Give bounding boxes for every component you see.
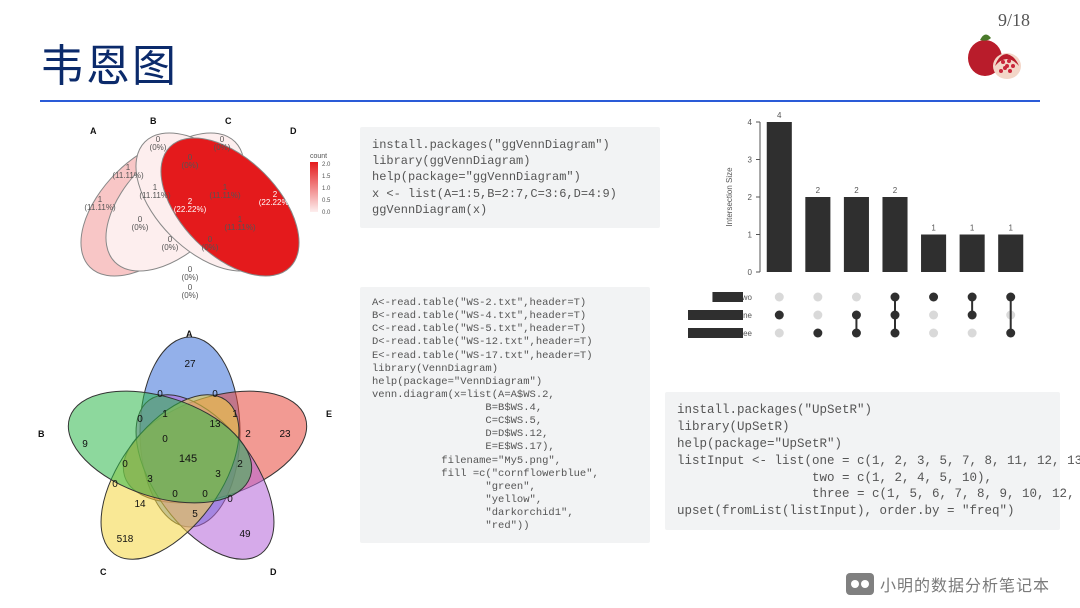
svg-text:(0%): (0%) (202, 243, 219, 252)
svg-text:(0%): (0%) (182, 273, 199, 282)
svg-text:(11.11%): (11.11%) (84, 203, 116, 212)
svg-text:1: 1 (232, 409, 238, 420)
wechat-icon (846, 573, 874, 595)
svg-text:E: E (326, 409, 332, 419)
svg-text:(22.22%): (22.22%) (259, 198, 292, 207)
svg-text:(0%): (0%) (162, 243, 179, 252)
svg-text:3: 3 (215, 469, 221, 480)
slide: 9/18 韦恩图 A B (0, 0, 1080, 608)
svg-text:0: 0 (122, 459, 128, 470)
svg-text:0: 0 (112, 479, 118, 490)
svg-text:(0%): (0%) (214, 143, 231, 152)
svg-text:A: A (186, 329, 193, 339)
svg-text:145: 145 (179, 453, 197, 465)
svg-text:4: 4 (748, 118, 753, 127)
code-venndiagram-text: A<-read.table("WS-2.txt",header=T) B<-re… (372, 297, 599, 532)
svg-text:2: 2 (748, 193, 753, 202)
svg-text:A: A (90, 126, 97, 136)
svg-text:14: 14 (134, 499, 146, 510)
svg-text:0: 0 (227, 494, 233, 505)
svg-text:(11.11%): (11.11%) (112, 171, 144, 180)
page-title: 韦恩图 (40, 30, 1040, 94)
svg-text:Intersection Size: Intersection Size (725, 167, 734, 227)
upset-chart: 01234Intersection Size4222111twoonethree (680, 112, 1040, 372)
code-venndiagram: A<-read.table("WS-2.txt",header=T) B<-re… (360, 287, 650, 543)
svg-text:(0%): (0%) (132, 223, 149, 232)
content-area: A B C D 0 (0%) 0 (0%) 0 (0%) 1 (11.11%) 1 (11… (40, 112, 1040, 592)
svg-text:1: 1 (970, 224, 975, 233)
svg-text:2: 2 (893, 186, 898, 195)
svg-text:(0%): (0%) (150, 143, 167, 152)
svg-text:(11.11%): (11.11%) (139, 191, 171, 200)
svg-text:0: 0 (202, 489, 208, 500)
svg-text:C: C (100, 567, 107, 577)
svg-text:2: 2 (237, 459, 243, 470)
svg-text:(0%): (0%) (182, 291, 199, 300)
svg-text:0.5: 0.5 (322, 198, 331, 204)
svg-text:2: 2 (854, 186, 859, 195)
svg-text:count: count (310, 153, 327, 160)
code-upsetr: install.packages("UpSetR") library(UpSet… (665, 392, 1060, 530)
svg-text:0: 0 (137, 414, 143, 425)
svg-text:(11.11%): (11.11%) (224, 223, 256, 232)
svg-text:0: 0 (212, 389, 218, 400)
svg-text:2: 2 (816, 186, 821, 195)
svg-text:0: 0 (157, 389, 163, 400)
svg-text:(11.11%): (11.11%) (209, 191, 241, 200)
svg-text:518: 518 (117, 534, 134, 545)
svg-text:27: 27 (184, 359, 196, 370)
svg-text:C: C (225, 116, 232, 126)
svg-text:(0%): (0%) (182, 161, 199, 170)
svg-text:3: 3 (147, 474, 153, 485)
svg-text:1: 1 (748, 231, 753, 240)
svg-text:1.0: 1.0 (322, 186, 331, 192)
svg-text:1: 1 (931, 224, 936, 233)
svg-text:9: 9 (82, 439, 88, 450)
venn4-chart: A B C D 0(0%) 0(0%) 0(0%) 1(11.11%) 1(11… (40, 112, 340, 302)
svg-text:D: D (290, 126, 297, 136)
svg-text:B: B (150, 116, 157, 126)
svg-text:0.0: 0.0 (322, 210, 331, 216)
svg-text:5: 5 (192, 509, 198, 520)
svg-text:0: 0 (172, 489, 178, 500)
svg-text:4: 4 (777, 112, 782, 120)
svg-text:23: 23 (279, 429, 291, 440)
venn5-chart: A E D C B 27 23 49 518 9 145 00 12 21 (30, 317, 350, 587)
svg-text:D: D (270, 567, 277, 577)
svg-text:13: 13 (209, 419, 221, 430)
title-rule (40, 100, 1040, 102)
svg-text:2: 2 (245, 429, 251, 440)
watermark: 小明的数据分析笔记本 (846, 572, 1050, 596)
code-upsetr-text: install.packages("UpSetR") library(UpSet… (677, 403, 1080, 518)
code-ggvenn-text: install.packages("ggVennDiagram") librar… (372, 138, 617, 217)
svg-text:49: 49 (239, 529, 251, 540)
svg-text:0: 0 (162, 434, 168, 445)
svg-text:3: 3 (748, 156, 753, 165)
svg-text:1.5: 1.5 (322, 174, 331, 180)
svg-text:1: 1 (1008, 224, 1013, 233)
svg-text:1: 1 (162, 409, 168, 420)
watermark-text: 小明的数据分析笔记本 (880, 572, 1050, 596)
pomegranate-icon (965, 26, 1025, 81)
code-ggvenn: install.packages("ggVennDiagram") librar… (360, 127, 660, 228)
svg-text:B: B (38, 429, 45, 439)
svg-text:(22.22%): (22.22%) (174, 205, 207, 214)
svg-text:2.0: 2.0 (322, 162, 331, 168)
svg-text:0: 0 (748, 268, 753, 277)
